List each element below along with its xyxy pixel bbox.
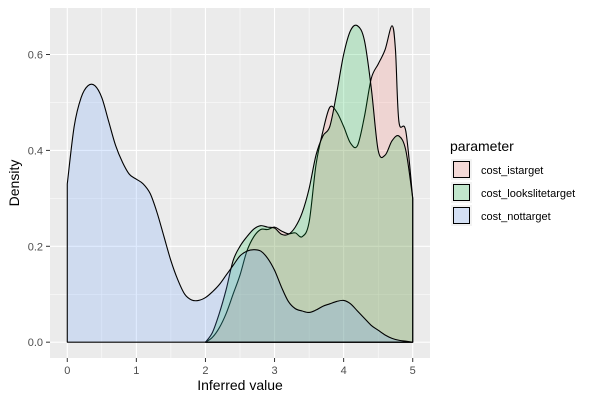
- y-tick-label: 0.6: [28, 50, 43, 62]
- x-tick-label: 0: [64, 365, 70, 377]
- y-axis-title: Density: [6, 160, 22, 207]
- legend-items: cost_istarget cost_lookslitetarget cost_no…: [451, 159, 575, 226]
- x-tick-label: 3: [271, 365, 277, 377]
- legend-label-cost-istarget: cost_istarget: [481, 165, 543, 177]
- legend-label-cost-nottarget: cost_nottarget: [481, 211, 551, 223]
- x-axis-title: Inferred value: [197, 377, 283, 393]
- axis-layer: 0 1 2 3 4 5 0.0 0.2 0.4 0.6: [28, 50, 416, 377]
- y-tick-label: 0.0: [28, 337, 43, 349]
- density-area-cost-lookslitetarget: [204, 24, 414, 343]
- legend-swatch-cost-istarget: [453, 161, 470, 178]
- y-tick-label: 0.4: [28, 145, 43, 157]
- legend-key-bg: [451, 159, 472, 180]
- legend-swatch-cost-lookslitetarget: [453, 184, 470, 201]
- legend-swatch-cost-nottarget: [453, 207, 470, 224]
- legend-item-cost-nottarget: cost_nottarget: [451, 205, 551, 226]
- density-area-cost-istarget: [204, 25, 414, 343]
- legend-title: parameter: [450, 138, 514, 154]
- series-layer: [66, 24, 414, 343]
- x-tick-label: 2: [202, 365, 208, 377]
- x-tick-label: 5: [410, 365, 416, 377]
- legend-key-bg: [451, 205, 472, 226]
- legend: parameter cost_istarget cost_lookslitetar…: [450, 138, 575, 226]
- x-tick-label: 1: [133, 365, 139, 377]
- legend-key-bg: [451, 182, 472, 203]
- legend-item-cost-lookslitetarget: cost_lookslitetarget: [451, 182, 575, 203]
- legend-item-cost-istarget: cost_istarget: [451, 159, 543, 180]
- legend-label-cost-lookslitetarget: cost_lookslitetarget: [481, 188, 575, 200]
- density-area-cost-nottarget: [66, 83, 414, 343]
- x-tick-label: 4: [341, 365, 347, 377]
- y-tick-label: 0.2: [28, 241, 43, 253]
- grid-minor: [50, 8, 430, 358]
